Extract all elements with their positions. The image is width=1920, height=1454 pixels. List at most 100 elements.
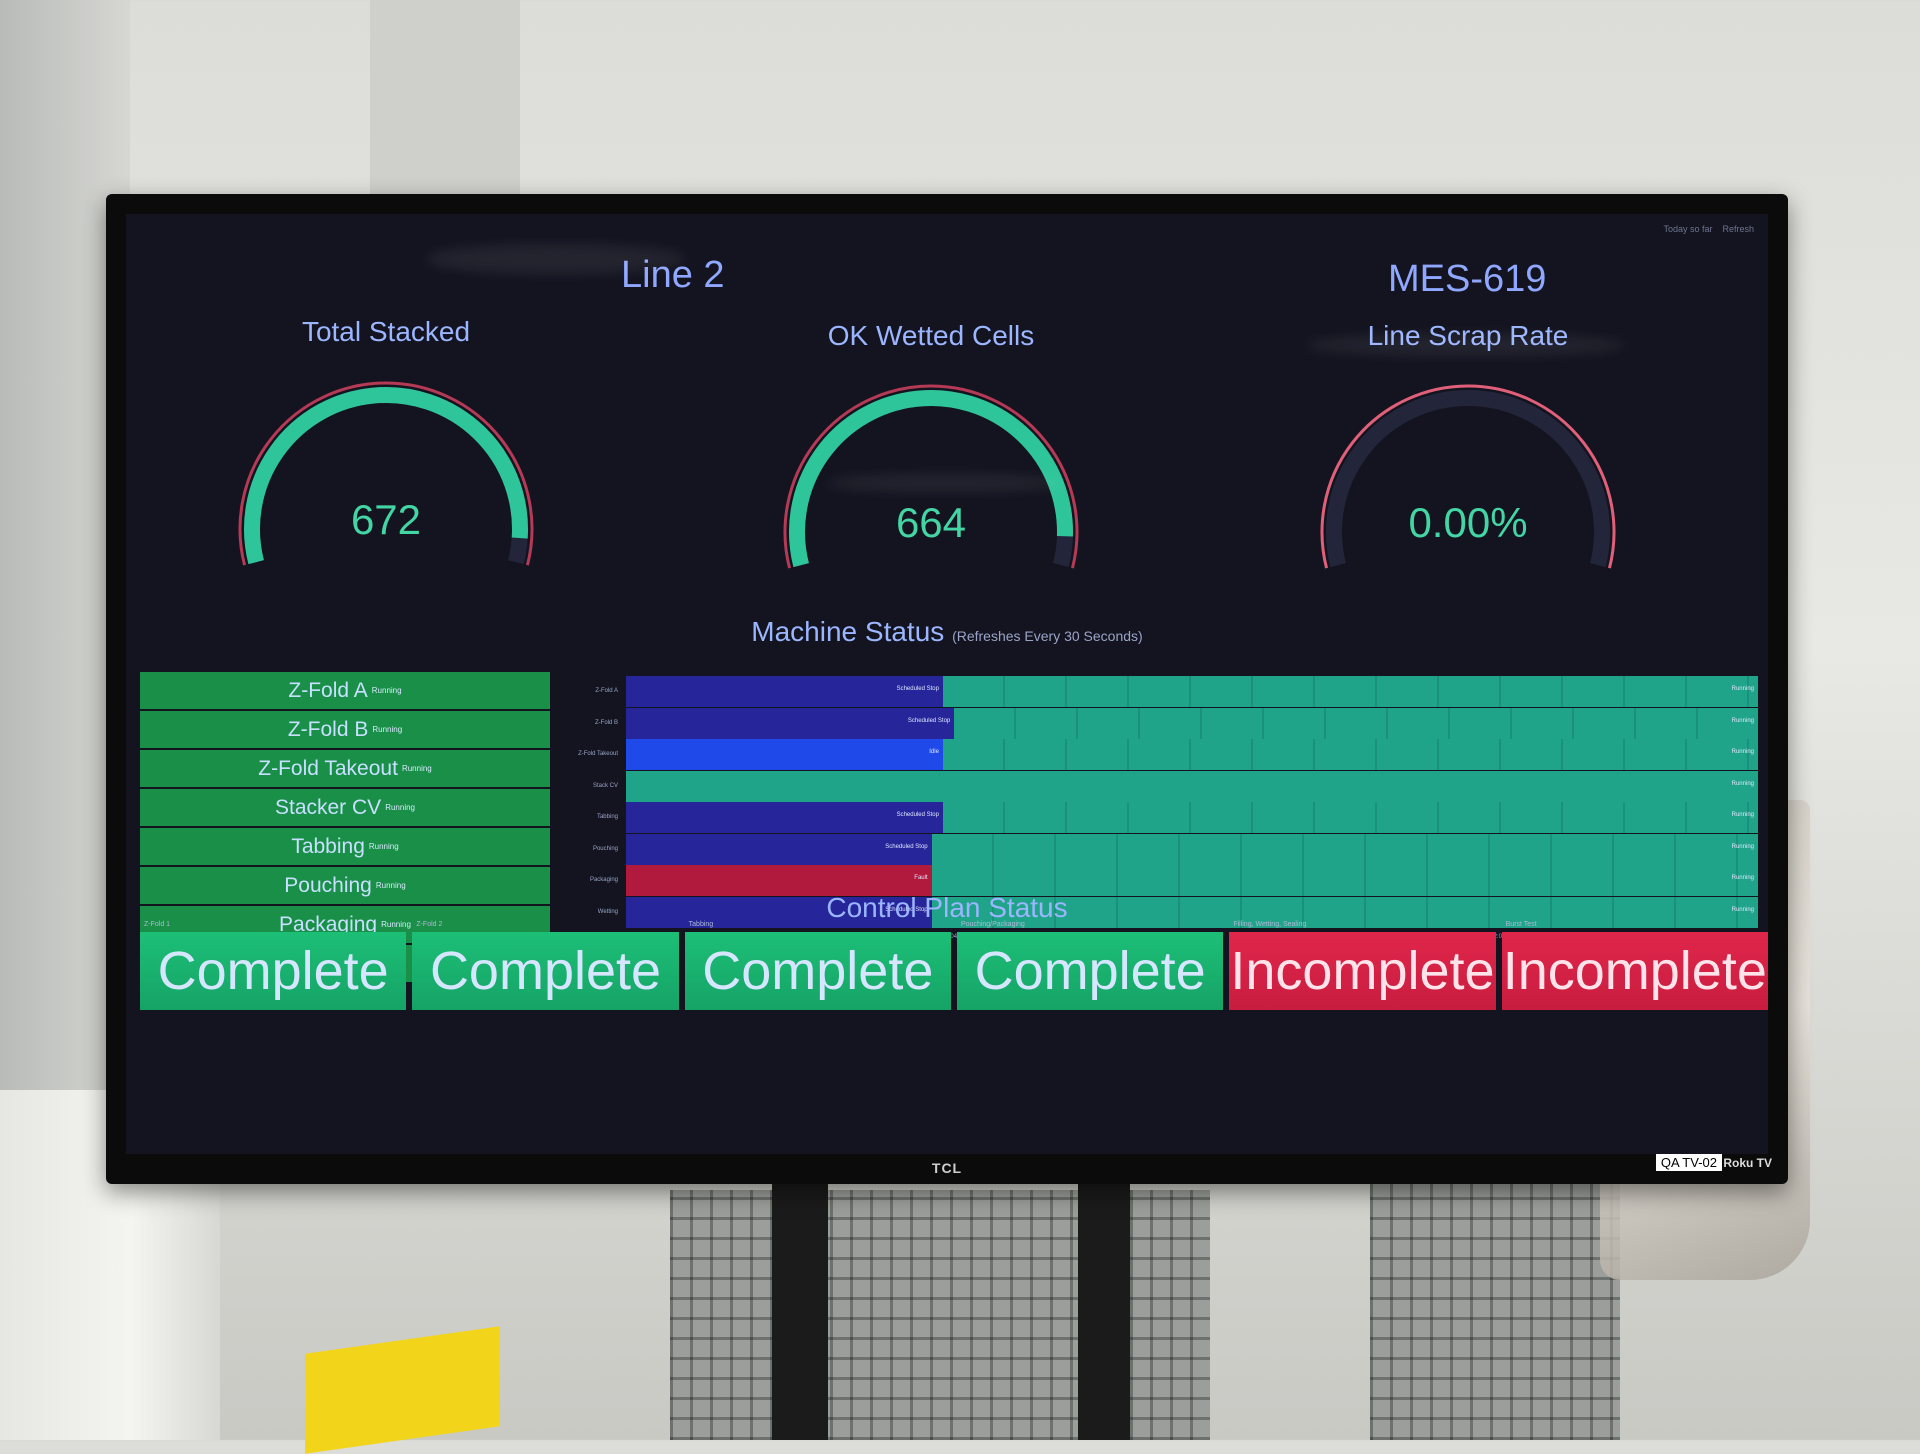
machine-status-subtitle: (Refreshes Every 30 Seconds) xyxy=(952,628,1143,644)
timeline-row-label: Z-Fold A xyxy=(595,688,618,694)
line-title: Line 2 xyxy=(621,254,725,296)
machine-status-item: Tabbing Running xyxy=(140,828,550,865)
timeline-segment[interactable]: Scheduled Stop xyxy=(626,707,955,739)
gauge-threshold-arc xyxy=(1320,384,1616,569)
timeline-segment-label: Scheduled Stop xyxy=(907,717,951,724)
timeline-track: Scheduled Stop Running xyxy=(626,896,1758,928)
machine-status-heading: Machine Status (Refreshes Every 30 Secon… xyxy=(126,616,1768,648)
timeline-segment-label: Running xyxy=(1731,843,1754,850)
timeline-segment[interactable]: Running xyxy=(931,833,1758,865)
gauge-track xyxy=(1326,390,1610,568)
gauge-value-total-stacked: 672 xyxy=(350,496,422,543)
tv-asset-label: QA TV-02 xyxy=(1655,1154,1722,1171)
control-plan-cell: Tabbing Complete xyxy=(684,921,951,1010)
room-pillar xyxy=(370,0,520,200)
tv-brand-logo: TCL xyxy=(931,1160,963,1176)
timeline-segment-label: Running xyxy=(1731,686,1754,692)
timeline-segment[interactable]: Fault xyxy=(626,865,932,896)
dashboard-screen: Today so far Refresh Line 2 MES-619 Tota… xyxy=(126,214,1768,1154)
control-plan-status: Incomplete xyxy=(1230,941,1495,1001)
timeline-row-label: Z-Fold B xyxy=(594,719,618,726)
timeline-segment[interactable]: Running xyxy=(942,802,1758,833)
timeline-segment-label: Running xyxy=(1731,875,1754,881)
tv-monitor: Today so far Refresh Line 2 MES-619 Tota… xyxy=(106,194,1788,1184)
machine-state: Running xyxy=(372,725,403,734)
gauge-ok-wetted xyxy=(783,384,1079,569)
control-plan-cell: Filling, Wetting, Sealing Incomplete xyxy=(1229,921,1496,1010)
timeline-track: Fault Running xyxy=(626,865,1758,896)
time-range-picker[interactable]: Today so far xyxy=(1663,224,1713,234)
timeline-segment-label: Running xyxy=(1731,749,1754,755)
refresh-button[interactable]: Refresh xyxy=(1722,224,1754,234)
yellow-sign xyxy=(305,1326,500,1454)
control-plan-status: Complete xyxy=(702,941,934,1001)
timeline-row-label: Z-Fold Takeout xyxy=(578,751,618,757)
timeline-segment-label: Scheduled Stop xyxy=(896,686,939,692)
machine-name: Packaging xyxy=(279,912,378,936)
timeline-segment-label: Fault xyxy=(914,875,928,881)
timeline-segment-label: Running xyxy=(1731,780,1754,787)
control-plan-label: Z-Fold 1 xyxy=(144,921,171,928)
timeline-row-label: Tabbing xyxy=(596,814,618,820)
timeline-segment[interactable]: Scheduled Stop xyxy=(626,833,932,865)
timeline-track: Scheduled Stop Running xyxy=(626,802,1758,833)
control-plan-label: Tabbing xyxy=(688,921,714,928)
gauge-title-scrap-rate: Line Scrap Rate xyxy=(1367,320,1569,351)
gauge-title-total-stacked: Total Stacked xyxy=(301,316,471,347)
machine-name: Tabbing xyxy=(291,834,365,858)
timeline-segment[interactable]: Idle xyxy=(626,739,943,770)
timeline-segment[interactable]: Running xyxy=(942,739,1758,770)
mes-id: MES-619 xyxy=(1388,258,1547,300)
timeline-segment[interactable]: Scheduled Stop xyxy=(626,676,943,707)
machine-state: Running xyxy=(385,803,415,812)
tv-stand-right xyxy=(1078,1180,1130,1440)
gauge-threshold-arc xyxy=(238,381,534,566)
timeline-segment[interactable]: Running xyxy=(942,676,1758,707)
timeline-segment-label: Scheduled Stop xyxy=(885,843,928,850)
tv-stand-left xyxy=(772,1180,828,1440)
control-plan-cell: Z-Fold 2 Complete xyxy=(412,921,679,1010)
machine-name: Z-Fold Takeout xyxy=(258,756,398,780)
machine-state: Running xyxy=(371,686,402,695)
timeline-segment-label: Scheduled Stop xyxy=(885,906,928,913)
timeline-segment[interactable]: Running xyxy=(931,865,1758,896)
gauge-title-ok-wetted: OK Wetted Cells xyxy=(827,320,1035,351)
timeline-row-label: Pouching xyxy=(592,845,618,852)
timeline-segment[interactable]: Running xyxy=(954,707,1758,739)
machine-name: Pouching xyxy=(284,873,372,897)
gauge-scrap-rate xyxy=(1320,384,1616,569)
machine-state: Running xyxy=(368,842,399,851)
timeline-segment-label: Running xyxy=(1731,906,1754,913)
machine-name: Stacker CV xyxy=(274,795,382,819)
control-plan-status: Incomplete xyxy=(1502,941,1767,1001)
dashboard-toolbar: Today so far Refresh xyxy=(1663,224,1754,234)
machine-state: Running xyxy=(401,764,432,773)
machine-status-title: Machine Status xyxy=(751,616,945,647)
control-plan-cell: Z-Fold 1 Complete xyxy=(140,921,407,1010)
control-plan-status: Complete xyxy=(974,941,1206,1001)
timeline-row-label: Stack CV xyxy=(592,782,618,789)
timeline-track: Scheduled Stop Running xyxy=(626,676,1758,707)
control-plan-label: Burst Test xyxy=(1505,921,1537,928)
machine-status-item: Pouching Running xyxy=(140,867,550,904)
timeline-segment[interactable]: Scheduled Stop xyxy=(626,896,932,928)
tv-platform-logo: Roku TV xyxy=(1723,1156,1772,1170)
timeline-segment[interactable]: Scheduled Stop xyxy=(626,802,943,833)
control-plan-label: Z-Fold 2 xyxy=(416,921,443,928)
control-plan-label: Pouching/Packaging xyxy=(960,921,1025,928)
timeline-segment-label: Scheduled Stop xyxy=(896,812,939,818)
control-plan-cell: Burst Test Incomplete xyxy=(1501,921,1768,1010)
timeline-segment-label: Running xyxy=(1731,812,1754,818)
control-plan-status: Complete xyxy=(157,941,389,1001)
control-plan-row: Z-Fold 1 Complete Z-Fold 2 Complete Tabbing C… xyxy=(140,921,1768,1010)
machine-state-timeline: 00:0000:3001:0001:3002:0002:3003:0003:30… xyxy=(558,676,1758,940)
timeline-row-label: Packaging xyxy=(589,877,618,883)
gauge-value-ok-wetted: 664 xyxy=(895,499,967,546)
timeline-segment[interactable]: Running xyxy=(931,896,1758,928)
gauge-value-arc xyxy=(244,387,528,565)
wall-vent-right xyxy=(1370,1180,1620,1440)
timeline-segment[interactable]: Running xyxy=(626,770,1758,802)
machine-state: Running xyxy=(381,920,411,929)
machine-name: Z-Fold A xyxy=(288,678,368,702)
machine-status-item: Stacker CV Running xyxy=(140,789,550,826)
